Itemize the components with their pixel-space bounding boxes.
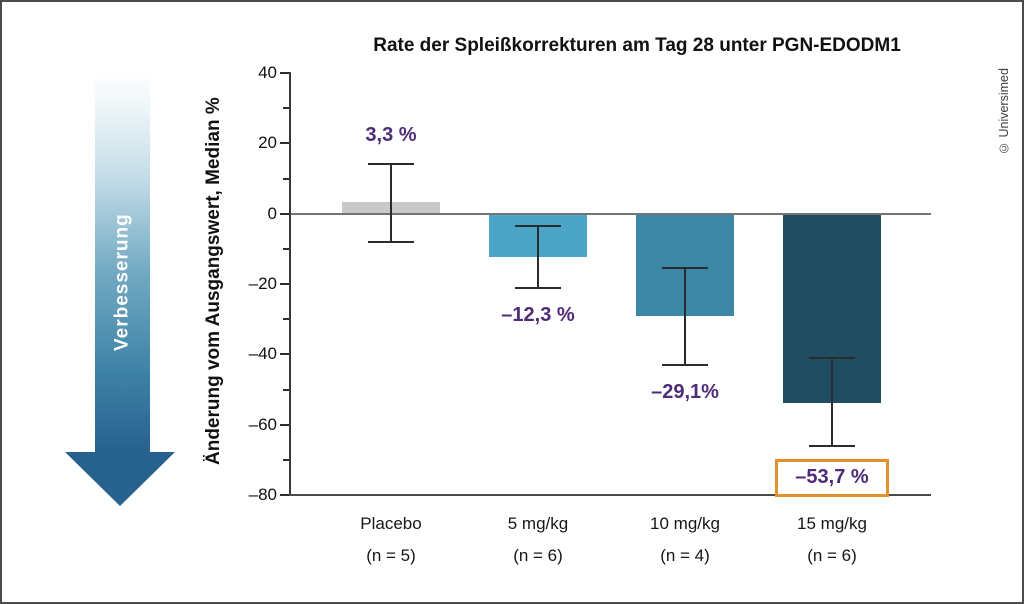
improvement-arrow-label: Verbesserung	[111, 213, 133, 351]
error-bar-line	[390, 164, 392, 242]
error-bar-cap-bottom	[368, 240, 414, 243]
improvement-arrow-head-icon	[65, 452, 175, 506]
y-tick-label: –40	[248, 344, 277, 364]
value-label: –12,3 %	[501, 303, 575, 326]
y-major-tick	[280, 212, 289, 215]
y-minor-tick	[283, 177, 289, 180]
x-axis-baseline	[289, 494, 931, 496]
category-n-label: (n = 6)	[513, 546, 563, 565]
value-label: –53,7 %	[795, 466, 869, 489]
category-label: 5 mg/kg	[507, 514, 569, 533]
y-minor-tick	[283, 107, 289, 110]
y-axis-title: Änderung vom Ausgangswert, Median %	[203, 97, 224, 465]
highlight-box: –53,7 %	[775, 458, 889, 497]
improvement-arrow-body	[95, 69, 150, 454]
error-bar-cap-top	[368, 163, 414, 166]
y-minor-tick	[283, 247, 289, 250]
category-label: 10 mg/kg	[650, 514, 720, 533]
y-tick-label: 0	[267, 203, 277, 223]
value-label: –29,1%	[651, 380, 719, 403]
category-n-label: (n = 6)	[807, 546, 857, 565]
chart-title: Rate der Spleißkorrekturen am Tag 28 unt…	[373, 35, 901, 56]
y-major-tick	[280, 353, 289, 356]
y-tick-label: –20	[248, 274, 277, 293]
category-n-label: (n = 5)	[366, 546, 416, 565]
y-major-tick	[280, 423, 289, 426]
y-axis-line	[289, 72, 291, 496]
plot-area: 40 20 0 –20 –40 –60 –80 3,3 % Placebo (n = 5) –12,…	[249, 63, 931, 565]
y-minor-tick	[283, 458, 289, 461]
error-bar-cap-top	[662, 267, 708, 270]
error-bar-cap-top	[515, 224, 561, 227]
error-bar-cap-bottom	[515, 286, 561, 289]
y-tick-label: –60	[248, 414, 277, 434]
category-label: 15 mg/kg	[797, 514, 867, 533]
y-minor-tick	[283, 388, 289, 391]
error-bar-cap-bottom	[809, 444, 855, 447]
copyright-credit: © Universimed	[997, 68, 1011, 156]
category-label: Placebo	[360, 514, 422, 533]
error-bar-cap-top	[809, 356, 855, 359]
y-tick-label: –80	[248, 485, 277, 504]
y-major-tick	[280, 283, 289, 285]
error-bar-line	[831, 357, 833, 446]
y-major-tick	[280, 494, 289, 496]
y-tick-label: 20	[258, 133, 277, 153]
error-bar-line	[537, 225, 539, 288]
error-bar-cap-bottom	[662, 363, 708, 366]
zero-line	[291, 212, 931, 215]
y-major-tick	[280, 72, 289, 74]
y-major-tick	[280, 142, 289, 145]
category-n-label: (n = 4)	[660, 546, 710, 565]
value-label: 3,3 %	[365, 124, 417, 147]
y-tick-label: 40	[258, 63, 277, 82]
y-minor-tick	[283, 318, 289, 321]
error-bar-line	[684, 268, 686, 365]
